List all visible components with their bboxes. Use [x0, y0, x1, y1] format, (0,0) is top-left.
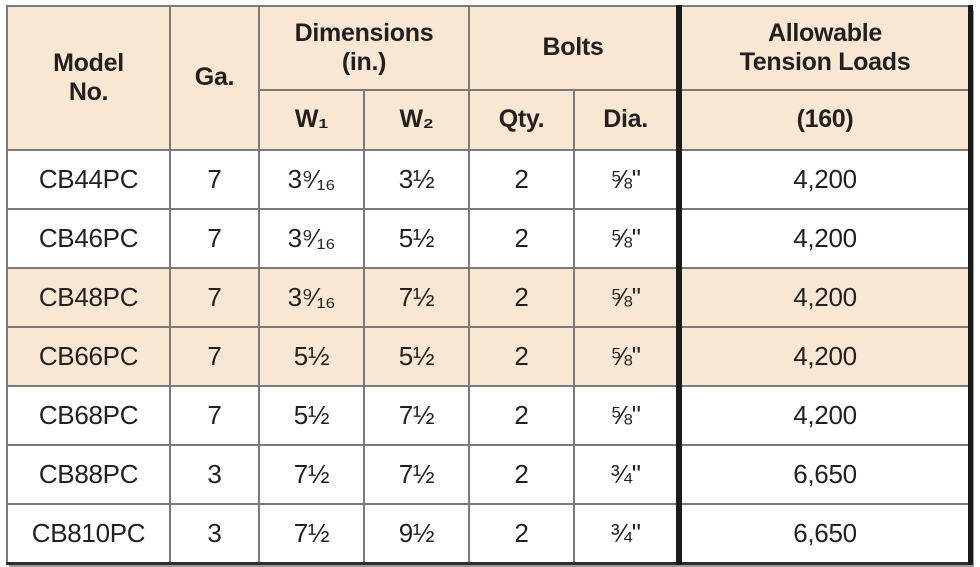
bolt-qty-cell: 2	[468, 149, 576, 210]
w1-cell: 5½	[258, 385, 365, 446]
bolt-dia-cell: ⅝"	[573, 326, 681, 387]
bolt-dia-cell: ¾"	[573, 503, 681, 564]
bolt-dia-cell: ⅝"	[573, 267, 681, 328]
w1-cell: 3⁹⁄₁₆	[258, 208, 365, 269]
col-header-model: Model No.	[6, 5, 171, 151]
table-row: CB44PC 7 3⁹⁄₁₆ 3½ 2 ⅝" 4,200	[6, 149, 972, 210]
w2-cell: 5½	[362, 208, 471, 269]
w1-cell: 7½	[258, 503, 365, 564]
bolt-dia-cell: ⅝"	[573, 208, 681, 269]
table-row: CB68PC 7 5½ 7½ 2 ⅝" 4,200	[6, 385, 972, 446]
ga-cell: 7	[169, 149, 260, 210]
header-row-top: Model No. Ga. Dimensions (in.) Bolts All…	[6, 5, 972, 151]
col-header-load-160: (160)	[676, 89, 972, 151]
w2-cell: 7½	[362, 267, 471, 328]
table-row: CB810PC 3 7½ 9½ 2 ¾" 6,650	[6, 503, 972, 564]
col-group-bolts: Bolts	[468, 5, 681, 91]
col-header-dia: Dia.	[573, 89, 681, 151]
w1-cell: 3⁹⁄₁₆	[258, 267, 365, 328]
tension-load-cell: 4,200	[676, 149, 972, 210]
table-row: CB48PC 7 3⁹⁄₁₆ 7½ 2 ⅝" 4,200	[6, 267, 972, 328]
w1-cell: 3⁹⁄₁₆	[258, 149, 365, 210]
table-row: CB88PC 3 7½ 7½ 2 ¾" 6,650	[6, 444, 972, 505]
table-header: Model No. Ga. Dimensions (in.) Bolts All…	[6, 5, 972, 151]
col-header-w1: W₁	[258, 89, 365, 151]
bolt-dia-cell: ⅝"	[573, 385, 681, 446]
model-cell: CB46PC	[6, 208, 171, 269]
model-cell: CB48PC	[6, 267, 171, 328]
w1-cell: 7½	[258, 444, 365, 505]
table-row: CB46PC 7 3⁹⁄₁₆ 5½ 2 ⅝" 4,200	[6, 208, 972, 269]
bolt-qty-cell: 2	[468, 208, 576, 269]
model-cell: CB44PC	[6, 149, 171, 210]
tension-load-cell: 4,200	[676, 385, 972, 446]
bolt-qty-cell: 2	[468, 444, 576, 505]
w2-cell: 7½	[362, 444, 471, 505]
ga-cell: 7	[169, 326, 260, 387]
ga-cell: 7	[169, 385, 260, 446]
bolt-qty-cell: 2	[468, 267, 576, 328]
bolt-dia-cell: ⅝"	[573, 149, 681, 210]
w2-cell: 5½	[362, 326, 471, 387]
model-cell: CB810PC	[6, 503, 171, 564]
model-cell: CB88PC	[6, 444, 171, 505]
tension-load-cell: 4,200	[676, 326, 972, 387]
model-cell: CB68PC	[6, 385, 171, 446]
col-group-allowable-tension-loads: Allowable Tension Loads	[676, 5, 972, 91]
ga-cell: 7	[169, 208, 260, 269]
tension-load-cell: 4,200	[676, 208, 972, 269]
bolt-qty-cell: 2	[468, 503, 576, 564]
w2-cell: 3½	[362, 149, 471, 210]
col-header-w2: W₂	[362, 89, 471, 151]
header-row-sub: W₁ W₂ Qty. Dia. (160)	[7, 89, 972, 151]
bolt-qty-cell: 2	[468, 385, 576, 446]
spec-table: Model No. Ga. Dimensions (in.) Bolts All…	[6, 5, 973, 565]
tension-load-cell: 4,200	[676, 267, 972, 328]
w2-cell: 7½	[362, 385, 471, 446]
model-cell: CB66PC	[6, 326, 171, 387]
table-body: CB44PC 7 3⁹⁄₁₆ 3½ 2 ⅝" 4,200 CB46PC 7 3⁹…	[6, 149, 972, 564]
bolt-dia-cell: ¾"	[573, 444, 681, 505]
col-header-qty: Qty.	[468, 89, 576, 151]
bolt-qty-cell: 2	[468, 326, 576, 387]
w1-cell: 5½	[258, 326, 365, 387]
tension-load-cell: 6,650	[676, 444, 972, 505]
ga-cell: 3	[169, 444, 260, 505]
tension-load-cell: 6,650	[676, 503, 972, 564]
col-header-ga: Ga.	[169, 5, 260, 151]
table-row: CB66PC 7 5½ 5½ 2 ⅝" 4,200	[6, 326, 972, 387]
col-group-dimensions: Dimensions (in.)	[257, 5, 471, 91]
w2-cell: 9½	[362, 503, 471, 564]
ga-cell: 3	[169, 503, 260, 564]
ga-cell: 7	[169, 267, 260, 328]
